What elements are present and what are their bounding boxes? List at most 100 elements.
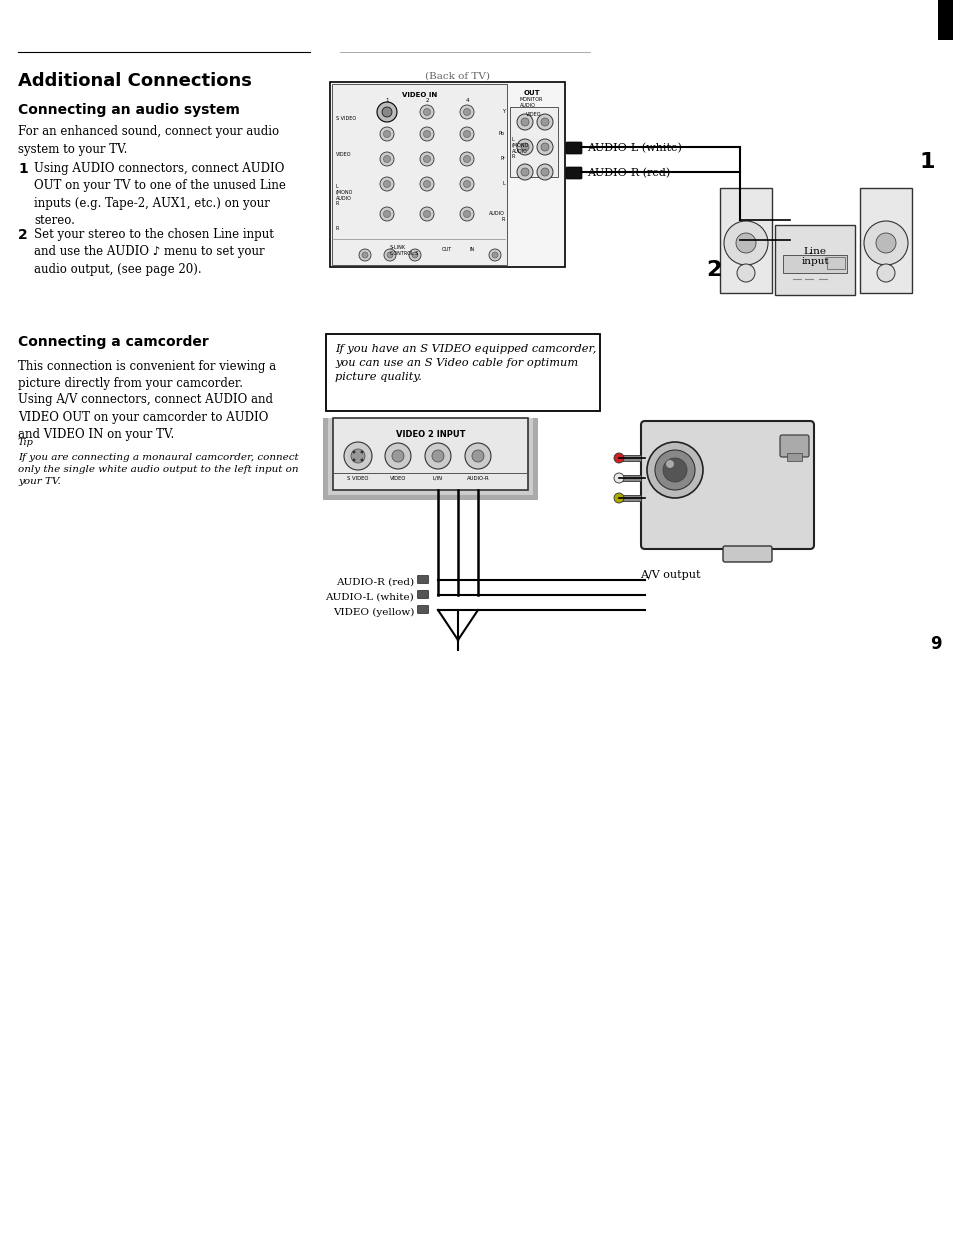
Circle shape — [520, 143, 529, 150]
Circle shape — [463, 131, 470, 138]
Circle shape — [735, 233, 755, 253]
Text: Pr: Pr — [499, 157, 504, 162]
Circle shape — [383, 131, 390, 138]
Text: 4: 4 — [465, 97, 468, 104]
FancyBboxPatch shape — [859, 187, 911, 293]
Circle shape — [352, 450, 355, 454]
Circle shape — [419, 207, 434, 221]
Circle shape — [459, 178, 474, 191]
Circle shape — [459, 207, 474, 221]
Circle shape — [360, 459, 363, 461]
Text: Additional Connections: Additional Connections — [18, 72, 252, 90]
Text: AUDIO-R (red): AUDIO-R (red) — [335, 578, 414, 587]
Circle shape — [419, 105, 434, 120]
Circle shape — [540, 118, 548, 126]
Circle shape — [423, 131, 430, 138]
FancyBboxPatch shape — [330, 83, 564, 268]
Circle shape — [379, 178, 394, 191]
Text: R: R — [335, 226, 339, 231]
FancyBboxPatch shape — [510, 107, 558, 178]
Circle shape — [419, 178, 434, 191]
Text: If you have an S VIDEO equipped camcorder,
you can use an S Video cable for opti: If you have an S VIDEO equipped camcorde… — [335, 344, 596, 382]
Text: VIDEO (yellow): VIDEO (yellow) — [333, 608, 414, 618]
Text: IN: IN — [470, 247, 475, 252]
Circle shape — [875, 233, 895, 253]
Circle shape — [423, 155, 430, 163]
Circle shape — [537, 139, 553, 155]
Circle shape — [863, 221, 907, 265]
Text: 1: 1 — [385, 97, 388, 104]
Circle shape — [646, 441, 702, 498]
Circle shape — [383, 180, 390, 187]
Circle shape — [737, 264, 754, 282]
FancyBboxPatch shape — [937, 0, 953, 39]
FancyBboxPatch shape — [782, 255, 846, 272]
FancyBboxPatch shape — [720, 187, 771, 293]
Circle shape — [463, 180, 470, 187]
Circle shape — [412, 252, 417, 258]
Circle shape — [517, 113, 533, 129]
Circle shape — [492, 252, 497, 258]
Text: A/V output: A/V output — [639, 570, 700, 580]
Text: 2: 2 — [18, 228, 28, 242]
Circle shape — [489, 249, 500, 261]
Text: 1: 1 — [919, 152, 935, 171]
Circle shape — [614, 493, 623, 503]
Text: Connecting an audio system: Connecting an audio system — [18, 104, 239, 117]
Text: 1: 1 — [18, 162, 28, 176]
FancyBboxPatch shape — [333, 418, 527, 490]
Circle shape — [419, 127, 434, 141]
FancyBboxPatch shape — [722, 546, 771, 562]
Circle shape — [379, 127, 394, 141]
Circle shape — [662, 457, 686, 482]
Text: 9: 9 — [929, 635, 941, 653]
FancyBboxPatch shape — [774, 224, 854, 295]
Circle shape — [472, 450, 483, 462]
Circle shape — [459, 127, 474, 141]
Circle shape — [655, 450, 695, 490]
Text: 2: 2 — [705, 260, 720, 280]
Text: S VIDEO: S VIDEO — [347, 476, 368, 481]
FancyBboxPatch shape — [417, 605, 428, 614]
Text: (Back of TV): (Back of TV) — [425, 72, 490, 81]
Circle shape — [387, 252, 393, 258]
Circle shape — [459, 105, 474, 120]
FancyBboxPatch shape — [323, 418, 537, 501]
FancyBboxPatch shape — [332, 84, 506, 265]
FancyBboxPatch shape — [417, 576, 428, 583]
Text: Using AUDIO connectors, connect AUDIO
OUT on your TV to one of the unused Line
i: Using AUDIO connectors, connect AUDIO OU… — [34, 162, 286, 228]
Circle shape — [351, 449, 365, 464]
Circle shape — [517, 139, 533, 155]
FancyBboxPatch shape — [786, 453, 801, 461]
Text: VIDEO IN: VIDEO IN — [401, 92, 436, 97]
Circle shape — [376, 102, 396, 122]
Circle shape — [876, 264, 894, 282]
Text: If you are connecting a monaural camcorder, connect
only the single white audio : If you are connecting a monaural camcord… — [18, 453, 298, 486]
Circle shape — [459, 152, 474, 166]
Circle shape — [540, 143, 548, 150]
Text: This connection is convenient for viewing a
picture directly from your camcorder: This connection is convenient for viewin… — [18, 360, 275, 391]
Circle shape — [361, 252, 368, 258]
Circle shape — [517, 164, 533, 180]
Circle shape — [385, 443, 411, 469]
Text: For an enhanced sound, connect your audio
system to your TV.: For an enhanced sound, connect your audi… — [18, 125, 279, 155]
Text: Tip: Tip — [18, 438, 34, 448]
Text: Set your stereo to the chosen Line input
and use the AUDIO ♪ menu to set your
au: Set your stereo to the chosen Line input… — [34, 228, 274, 276]
FancyBboxPatch shape — [565, 142, 581, 154]
Text: L/IN: L/IN — [433, 476, 442, 481]
Circle shape — [723, 221, 767, 265]
Text: L
(MONO
AUDIO
R: L (MONO AUDIO R — [512, 137, 529, 159]
Circle shape — [352, 459, 355, 461]
FancyBboxPatch shape — [780, 435, 808, 457]
Circle shape — [384, 249, 395, 261]
Circle shape — [424, 443, 451, 469]
Text: OUT: OUT — [441, 247, 452, 252]
Text: L
(MONO
AUDIO
R: L (MONO AUDIO R — [335, 184, 353, 206]
Circle shape — [423, 211, 430, 217]
Text: AUDIO-L (white): AUDIO-L (white) — [586, 143, 681, 153]
Circle shape — [360, 450, 363, 454]
Circle shape — [665, 460, 673, 469]
FancyBboxPatch shape — [826, 256, 844, 269]
Text: S-LINK
CONTROL S: S-LINK CONTROL S — [390, 245, 418, 255]
FancyBboxPatch shape — [417, 591, 428, 598]
